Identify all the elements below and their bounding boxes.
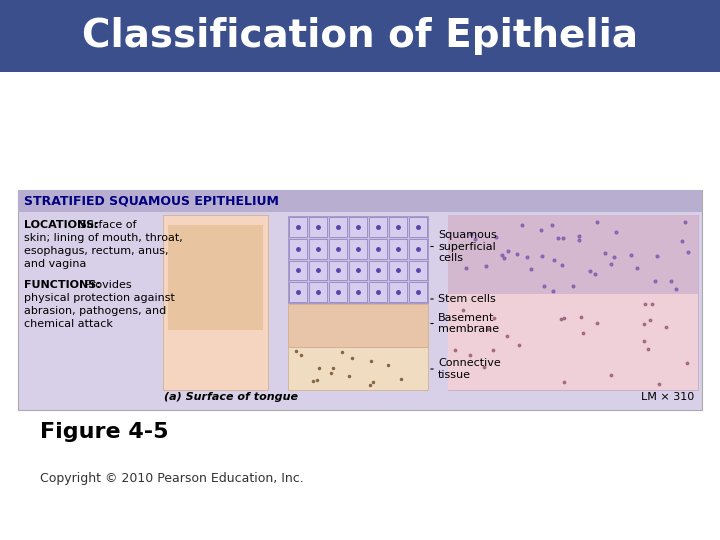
Bar: [168, 225, 263, 330]
Bar: [289, 282, 307, 302]
Bar: [289, 260, 307, 280]
Bar: [349, 217, 367, 237]
Text: Basement
membrane: Basement membrane: [438, 313, 499, 334]
Bar: [289, 239, 307, 259]
Text: Surface of: Surface of: [76, 220, 137, 230]
Bar: [409, 282, 427, 302]
Bar: [448, 215, 698, 390]
Text: Figure 4-5: Figure 4-5: [40, 422, 168, 442]
Text: physical protection against: physical protection against: [24, 293, 175, 303]
Bar: [369, 282, 387, 302]
Text: STRATIFIED SQUAMOUS EPITHELIUM: STRATIFIED SQUAMOUS EPITHELIUM: [24, 194, 279, 207]
Bar: [389, 239, 407, 259]
Bar: [163, 215, 268, 390]
Text: and vagina: and vagina: [24, 259, 86, 269]
Text: esophagus, rectum, anus,: esophagus, rectum, anus,: [24, 246, 168, 256]
Bar: [288, 347, 428, 390]
Bar: [18, 190, 702, 212]
Bar: [309, 217, 327, 237]
Bar: [288, 304, 428, 347]
Bar: [349, 260, 367, 280]
Text: skin; lining of mouth, throat,: skin; lining of mouth, throat,: [24, 233, 183, 243]
Bar: [329, 217, 347, 237]
Bar: [349, 282, 367, 302]
Bar: [289, 217, 307, 237]
Bar: [409, 217, 427, 237]
Bar: [329, 282, 347, 302]
Bar: [329, 239, 347, 259]
Text: LOCATIONS:: LOCATIONS:: [24, 220, 99, 230]
Bar: [329, 260, 347, 280]
Text: chemical attack: chemical attack: [24, 319, 113, 329]
Bar: [369, 239, 387, 259]
Text: Squamous
superficial
cells: Squamous superficial cells: [438, 230, 497, 263]
Bar: [309, 260, 327, 280]
Text: Copyright © 2010 Pearson Education, Inc.: Copyright © 2010 Pearson Education, Inc.: [40, 472, 304, 485]
Bar: [409, 260, 427, 280]
Text: Connective
tissue: Connective tissue: [438, 358, 500, 380]
Bar: [448, 215, 698, 294]
Bar: [309, 239, 327, 259]
Text: FUNCTIONS:: FUNCTIONS:: [24, 280, 101, 290]
Text: Provides: Provides: [81, 280, 132, 290]
Text: Classification of Epithelia: Classification of Epithelia: [82, 17, 638, 55]
Text: abrasion, pathogens, and: abrasion, pathogens, and: [24, 306, 166, 316]
Bar: [0, 0, 720, 72]
Bar: [448, 294, 698, 390]
Text: (a) Surface of tongue: (a) Surface of tongue: [163, 392, 297, 402]
Bar: [288, 216, 428, 303]
Bar: [389, 217, 407, 237]
Bar: [369, 217, 387, 237]
Bar: [389, 282, 407, 302]
Bar: [389, 260, 407, 280]
Text: LM × 310: LM × 310: [641, 392, 694, 402]
Bar: [349, 239, 367, 259]
Text: Stem cells: Stem cells: [438, 294, 496, 304]
Bar: [309, 282, 327, 302]
Bar: [18, 190, 702, 410]
Bar: [369, 260, 387, 280]
Bar: [409, 239, 427, 259]
